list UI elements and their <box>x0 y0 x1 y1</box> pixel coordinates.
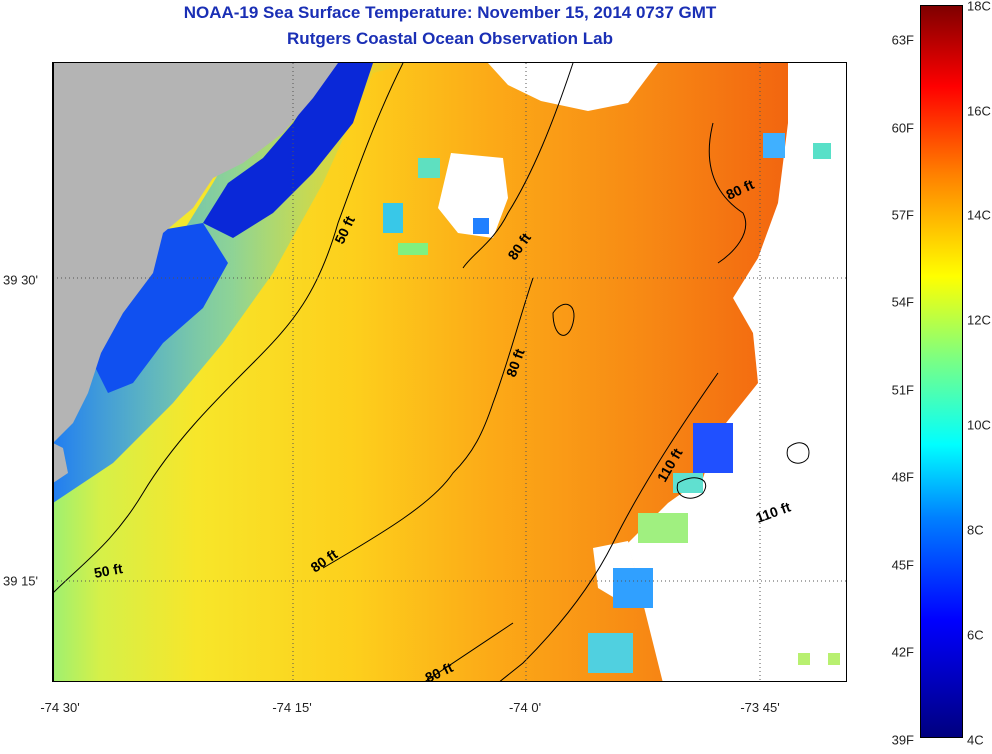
chart-subtitle: Rutgers Coastal Ocean Observation Lab <box>287 29 613 48</box>
colorbar-c-label: 18C <box>967 0 991 14</box>
contour-island-1 <box>552 303 575 336</box>
longitude-label: -74 30' <box>40 700 80 715</box>
longitude-label: -74 0' <box>508 700 542 715</box>
contour-110ft <box>499 372 719 681</box>
contour-80ft-east <box>708 122 747 264</box>
latitude-label: 39 15' <box>3 573 39 589</box>
colorbar-c-label: 10C <box>967 417 991 433</box>
sst-map-panel: 50 ft 80 ft 80 ft 80 ft 80 ft 80 ft 110 … <box>52 62 847 682</box>
land-mass-south <box>53 443 68 483</box>
colorbar-c-label: 8C <box>967 522 984 538</box>
colorbar-f-label: 51F <box>891 382 914 398</box>
map-frame-left <box>53 62 54 682</box>
longitude-label: -74 15' <box>272 700 312 715</box>
grid-lines <box>53 63 846 681</box>
colorbar-f-label: 57F <box>891 207 914 223</box>
cold-pixels-north <box>203 63 373 238</box>
contour-80ft-south <box>425 622 514 681</box>
colorbar-c-label: 6C <box>967 627 984 643</box>
colorbar-c-label: 12C <box>967 312 991 328</box>
contour-80ft-north <box>462 63 574 269</box>
contour-50ft <box>53 63 404 594</box>
latitude-label: 39 30' <box>3 272 39 288</box>
cloud-patch-north-center <box>438 153 508 238</box>
colorbar-c-label: 14C <box>967 207 991 223</box>
contour-island-3 <box>786 442 810 464</box>
cold-pixels-mid <box>93 223 228 393</box>
cloud-edge-pixels <box>383 133 840 673</box>
contour-island-2 <box>676 477 706 499</box>
colorbar-c-label: 16C <box>967 103 991 119</box>
cloud-patch-ne <box>488 63 658 111</box>
colorbar-f-label: 48F <box>891 469 914 485</box>
colorbar-f-label: 63F <box>891 32 914 48</box>
colorbar-f-label: 39F <box>891 732 914 748</box>
colorbar-f-label: 54F <box>891 294 914 310</box>
colorbar-f-label: 60F <box>891 120 914 136</box>
colorbar-c-label: 4C <box>967 732 984 748</box>
longitude-label: -73 45' <box>740 700 780 715</box>
bathymetry-contours <box>53 63 810 681</box>
sst-map: 50 ft 80 ft 80 ft 80 ft 80 ft 80 ft 110 … <box>53 63 846 681</box>
colorbar-f-label: 45F <box>891 557 914 573</box>
colorbar-f-label: 42F <box>891 644 914 660</box>
land-mass <box>53 63 338 443</box>
contour-80ft-mid <box>322 277 534 569</box>
temperature-colorbar <box>920 5 963 738</box>
contour-label-50ft-south: 50 ft <box>93 560 124 581</box>
nearshore-cool-water <box>53 63 413 503</box>
chart-title: NOAA-19 Sea Surface Temperature: Novembe… <box>183 3 717 22</box>
